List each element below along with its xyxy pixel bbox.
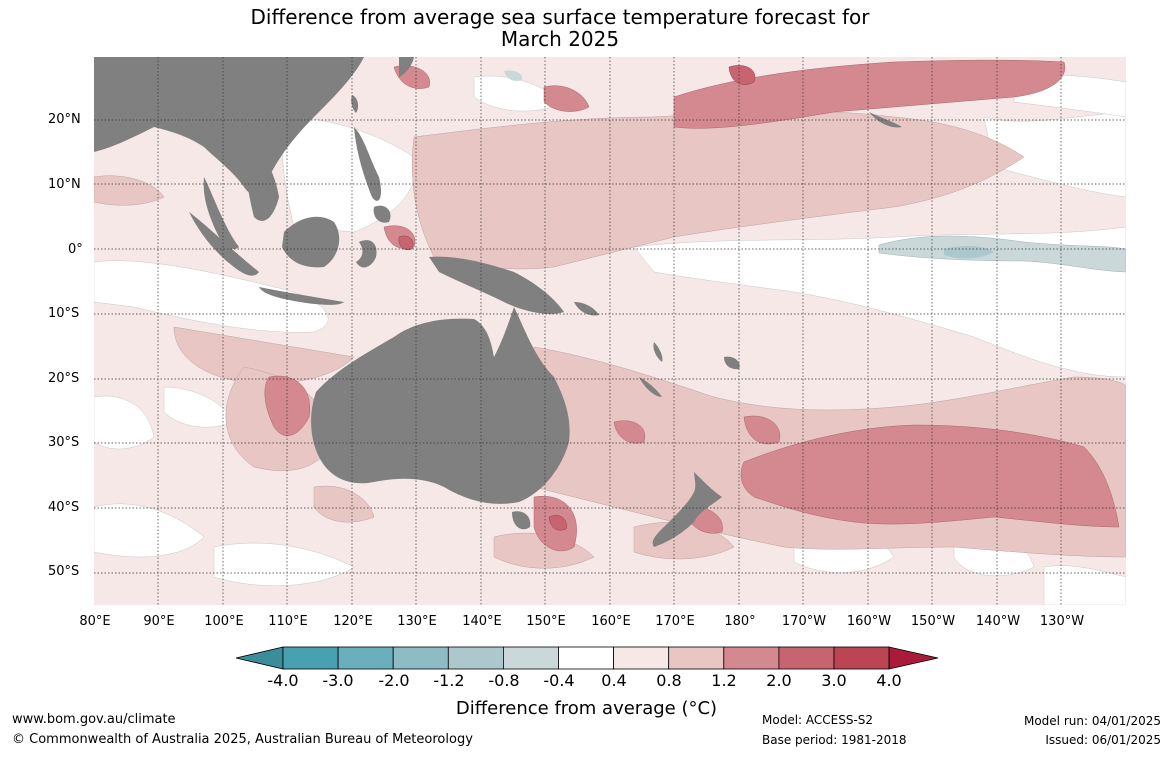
land-masses — [94, 57, 902, 547]
anomaly-band-2p0-3p0 — [398, 65, 756, 531]
colorbar-cell — [447, 646, 504, 670]
colorbar-tick-label: -0.8 — [488, 671, 520, 690]
lon-label-170e: 170°E — [655, 614, 695, 629]
lon-label-160e: 160°E — [591, 614, 631, 629]
base-period: Base period: 1981-2018 — [762, 733, 907, 747]
chart-title-line2: March 2025 — [500, 27, 620, 51]
lon-label-150e: 150°E — [526, 614, 566, 629]
lon-label-160w: 160°W — [846, 614, 892, 629]
website-link[interactable]: www.bom.gov.au/climate — [12, 712, 176, 727]
lat-label-0: 0° — [68, 242, 83, 257]
lon-label-150w: 150°W — [910, 614, 956, 629]
lat-label-30s: 30°S — [48, 435, 80, 450]
lon-label-130e: 130°E — [397, 614, 437, 629]
model-name: Model: ACCESS-S2 — [762, 713, 874, 727]
colorbar-tick-label: 4.0 — [876, 671, 902, 690]
lon-label-120e: 120°E — [333, 614, 373, 629]
lon-label-140w: 140°W — [975, 614, 1021, 629]
colorbar-tick-label: -3.0 — [322, 671, 354, 690]
chart-title-line1: Difference from average sea surface temp… — [250, 5, 870, 29]
model-run-date: Model run: 04/01/2025 — [1023, 714, 1161, 728]
colorbar-cell — [668, 646, 725, 670]
colorbar-tick-label: 3.0 — [821, 671, 847, 690]
lon-label-100e: 100°E — [204, 614, 244, 629]
anomaly-band-1p2-2p0 — [264, 59, 1120, 552]
lon-label-170w: 170°W — [781, 614, 827, 629]
colorbar-tick-label: 0.4 — [601, 671, 627, 690]
colorbar-cell — [392, 646, 449, 670]
colorbar-tick-label: -0.4 — [543, 671, 575, 690]
colorbar-cell — [558, 646, 614, 670]
copyright-text: © Commonwealth of Australia 2025, Austra… — [12, 732, 473, 747]
colorbar-tick-label: 0.8 — [656, 671, 682, 690]
colorbar-cell — [723, 646, 780, 670]
colorbar-cell — [778, 646, 835, 670]
lat-label-10n: 10°N — [48, 177, 81, 192]
lat-label-10s: 10°S — [48, 306, 80, 321]
colorbar-title: Difference from average (°C) — [455, 698, 718, 719]
colorbar-cell — [337, 646, 394, 670]
anomaly-band-neg0p4-small — [504, 70, 523, 81]
colorbar-tick-label: -4.0 — [267, 671, 299, 690]
colorbar-tick-label: 1.2 — [711, 671, 737, 690]
issued-date: Issued: 06/01/2025 — [1045, 733, 1161, 747]
lon-label-130w: 130°W — [1039, 614, 1085, 629]
colorbar-cell — [502, 646, 559, 670]
colorbar-cell — [282, 646, 339, 670]
lat-label-20n: 20°N — [48, 112, 81, 127]
colorbar-tick-label: -1.2 — [433, 671, 465, 690]
colorbar-cells — [235, 646, 939, 670]
lat-label-50s: 50°S — [48, 564, 80, 579]
lon-label-80e: 80°E — [79, 614, 111, 629]
lat-label-20s: 20°S — [48, 371, 80, 386]
lon-label-180: 180° — [724, 614, 756, 629]
lon-label-90e: 90°E — [143, 614, 175, 629]
sst-anomaly-map — [94, 57, 1126, 605]
lat-label-40s: 40°S — [48, 500, 80, 515]
colorbar-extend-high — [888, 646, 939, 670]
colorbar-tick-label: 2.0 — [766, 671, 792, 690]
colorbar-tick-label: -2.0 — [378, 671, 410, 690]
colorbar-cell — [833, 646, 890, 670]
colorbar-extend-low — [235, 646, 284, 670]
lon-label-110e: 110°E — [268, 614, 308, 629]
lon-label-140e: 140°E — [462, 614, 502, 629]
anomaly-band-neg0p4 — [878, 235, 1126, 273]
graticule — [94, 57, 1126, 605]
colorbar-cell — [613, 646, 670, 670]
map-svg — [94, 57, 1126, 605]
